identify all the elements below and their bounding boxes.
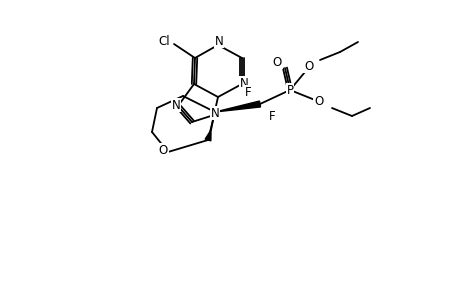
Text: P: P — [286, 83, 293, 97]
Text: N: N — [239, 76, 248, 89]
Text: N: N — [171, 98, 180, 112]
Polygon shape — [214, 101, 260, 112]
Text: N: N — [210, 106, 219, 119]
Polygon shape — [205, 130, 211, 141]
Text: O: O — [158, 143, 167, 157]
Text: F: F — [268, 110, 275, 122]
Text: O: O — [313, 94, 323, 107]
Text: O: O — [272, 56, 281, 68]
Text: F: F — [244, 85, 251, 98]
Text: N: N — [214, 34, 223, 47]
Text: Cl: Cl — [158, 34, 170, 47]
Text: O: O — [304, 59, 313, 73]
